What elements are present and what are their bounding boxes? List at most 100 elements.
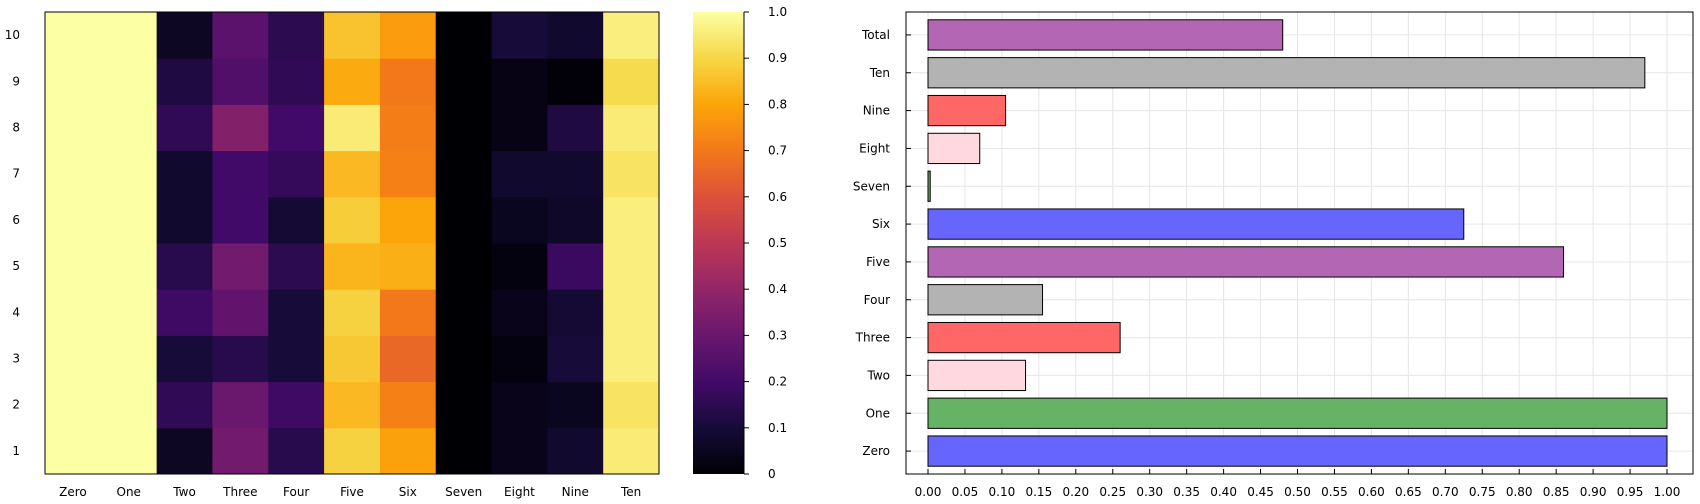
colorbar-panel: 0 0.1 0.2 0.3 0.4 0.5 0.6 0.7 0.8 0.9 1.0: [693, 5, 787, 481]
heatmap-x-tick-label: Three: [222, 485, 257, 499]
heatmap-cell: [324, 12, 381, 59]
heatmap-cell: [100, 427, 158, 475]
heatmap-cell: [212, 243, 269, 290]
heatmap-cell: [435, 12, 493, 59]
bar: [927, 397, 1668, 429]
heatmap-cell: [45, 196, 102, 244]
bar-y-tick-label: Two: [867, 368, 891, 382]
bar-x-tick-label: 0.15: [1025, 485, 1052, 499]
heatmap-x-tick-label: Eight: [504, 485, 535, 499]
colorbar-tick-label: 0.9: [768, 51, 787, 65]
bar-x-tick-label: 0.05: [952, 485, 979, 499]
bar-y-tick-label: Nine: [863, 104, 890, 118]
bar: [927, 435, 1668, 467]
bar-y-tick-label: Zero: [862, 444, 890, 458]
bar-y-tick-label: One: [866, 406, 890, 420]
heatmap-cell: [45, 335, 102, 383]
heatmap-cell: [491, 335, 548, 383]
colorbar-tick-label: 0.8: [768, 97, 787, 111]
heatmap-y-tick-label: 9: [12, 74, 20, 88]
bar-y-tick-label: Three: [855, 331, 890, 345]
heatmap-cell: [156, 427, 213, 475]
heatmap-cell: [100, 104, 158, 152]
bar-y-tick-label: Ten: [869, 66, 890, 80]
heatmap-cell: [45, 104, 102, 152]
heatmap-cell: [100, 12, 158, 59]
bar-y-tick-label: Four: [864, 293, 890, 307]
heatmap-cell: [212, 58, 269, 105]
heatmap-cell: [100, 289, 158, 336]
heatmap-cell: [324, 58, 381, 105]
colorbar-tick-label: 0.1: [768, 421, 787, 435]
bar-x-tick-label: 0.75: [1469, 485, 1496, 499]
heatmap-cell: [379, 58, 437, 105]
heatmap-cell: [547, 289, 604, 336]
heatmap-cell: [156, 289, 213, 336]
heatmap-cell: [156, 58, 213, 105]
heatmap-cell: [45, 150, 102, 198]
heatmap-y-tick-label: 4: [12, 305, 20, 319]
heatmap-cell: [547, 104, 604, 152]
heatmap-y-tick-label: 1: [12, 444, 20, 458]
heatmap-x-tick-label: One: [117, 485, 141, 499]
heatmap-cell: [435, 243, 493, 290]
heatmap-cell: [268, 243, 325, 290]
bar: [927, 94, 1007, 127]
heatmap-cell: [212, 381, 269, 429]
heatmap-cell: [547, 196, 604, 244]
heatmap-cell: [435, 58, 493, 105]
heatmap-cell: [212, 104, 269, 152]
heatmap-cell: [603, 335, 660, 383]
heatmap-cell: [435, 381, 493, 429]
heatmap-cell: [324, 104, 381, 152]
heatmap-cell: [100, 335, 158, 383]
bar: [927, 246, 1565, 278]
heatmap-x-tick-label: Zero: [59, 485, 87, 499]
colorbar-fill: [693, 12, 744, 474]
heatmap-cell: [324, 243, 381, 290]
bar: [927, 19, 1284, 51]
heatmap-cell: [268, 196, 325, 244]
colorbar-tick-label: 0.2: [768, 375, 787, 389]
bar-x-tick-label: 0.70: [1432, 485, 1459, 499]
heatmap-cell: [379, 150, 437, 198]
bar-y-tick-label: Total: [861, 28, 890, 42]
heatmap-cell: [212, 427, 269, 475]
heatmap-frame: [44, 11, 660, 475]
heatmap-cell: [100, 381, 158, 429]
heatmap-cell: [491, 289, 548, 336]
bar-x-tick-label: 0.20: [1062, 485, 1089, 499]
heatmap-cell: [212, 12, 269, 59]
bar-x-tick-label: 0.65: [1395, 485, 1422, 499]
heatmap-cell: [547, 58, 604, 105]
heatmap-cell: [212, 289, 269, 336]
heatmap-cell: [379, 104, 437, 152]
heatmap-cell: [603, 12, 660, 59]
heatmap-cell: [45, 289, 102, 336]
heatmap-cell: [268, 104, 325, 152]
heatmap-x-tick-label: Two: [172, 485, 196, 499]
heatmap-cell: [379, 335, 437, 383]
heatmap-cell: [212, 196, 269, 244]
heatmap-cell: [379, 196, 437, 244]
heatmap-cell: [156, 243, 213, 290]
heatmap-cell: [324, 381, 381, 429]
heatmap-x-tick-label: Seven: [445, 485, 482, 499]
heatmap-cell: [603, 243, 660, 290]
heatmap-cell: [435, 196, 493, 244]
bar-y-tick-label: Eight: [859, 141, 890, 155]
heatmap-cell: [491, 12, 548, 59]
heatmap-cell: [491, 58, 548, 105]
heatmap-cell: [379, 427, 437, 475]
heatmap-y-tick-label: 10: [5, 28, 20, 42]
bar-x-tick-label: 0.00: [915, 485, 942, 499]
heatmap-cell: [603, 58, 660, 105]
heatmap-cell: [379, 12, 437, 59]
heatmap-x-tick-label: Ten: [620, 485, 641, 499]
heatmap-cell: [268, 289, 325, 336]
heatmap-cell: [324, 427, 381, 475]
heatmap-cell: [491, 427, 548, 475]
heatmap-panel: Zero One Two Three Four Five Six Seven Eight Nine…: [5, 11, 660, 499]
heatmap-cell: [547, 150, 604, 198]
heatmap-cell: [435, 150, 493, 198]
